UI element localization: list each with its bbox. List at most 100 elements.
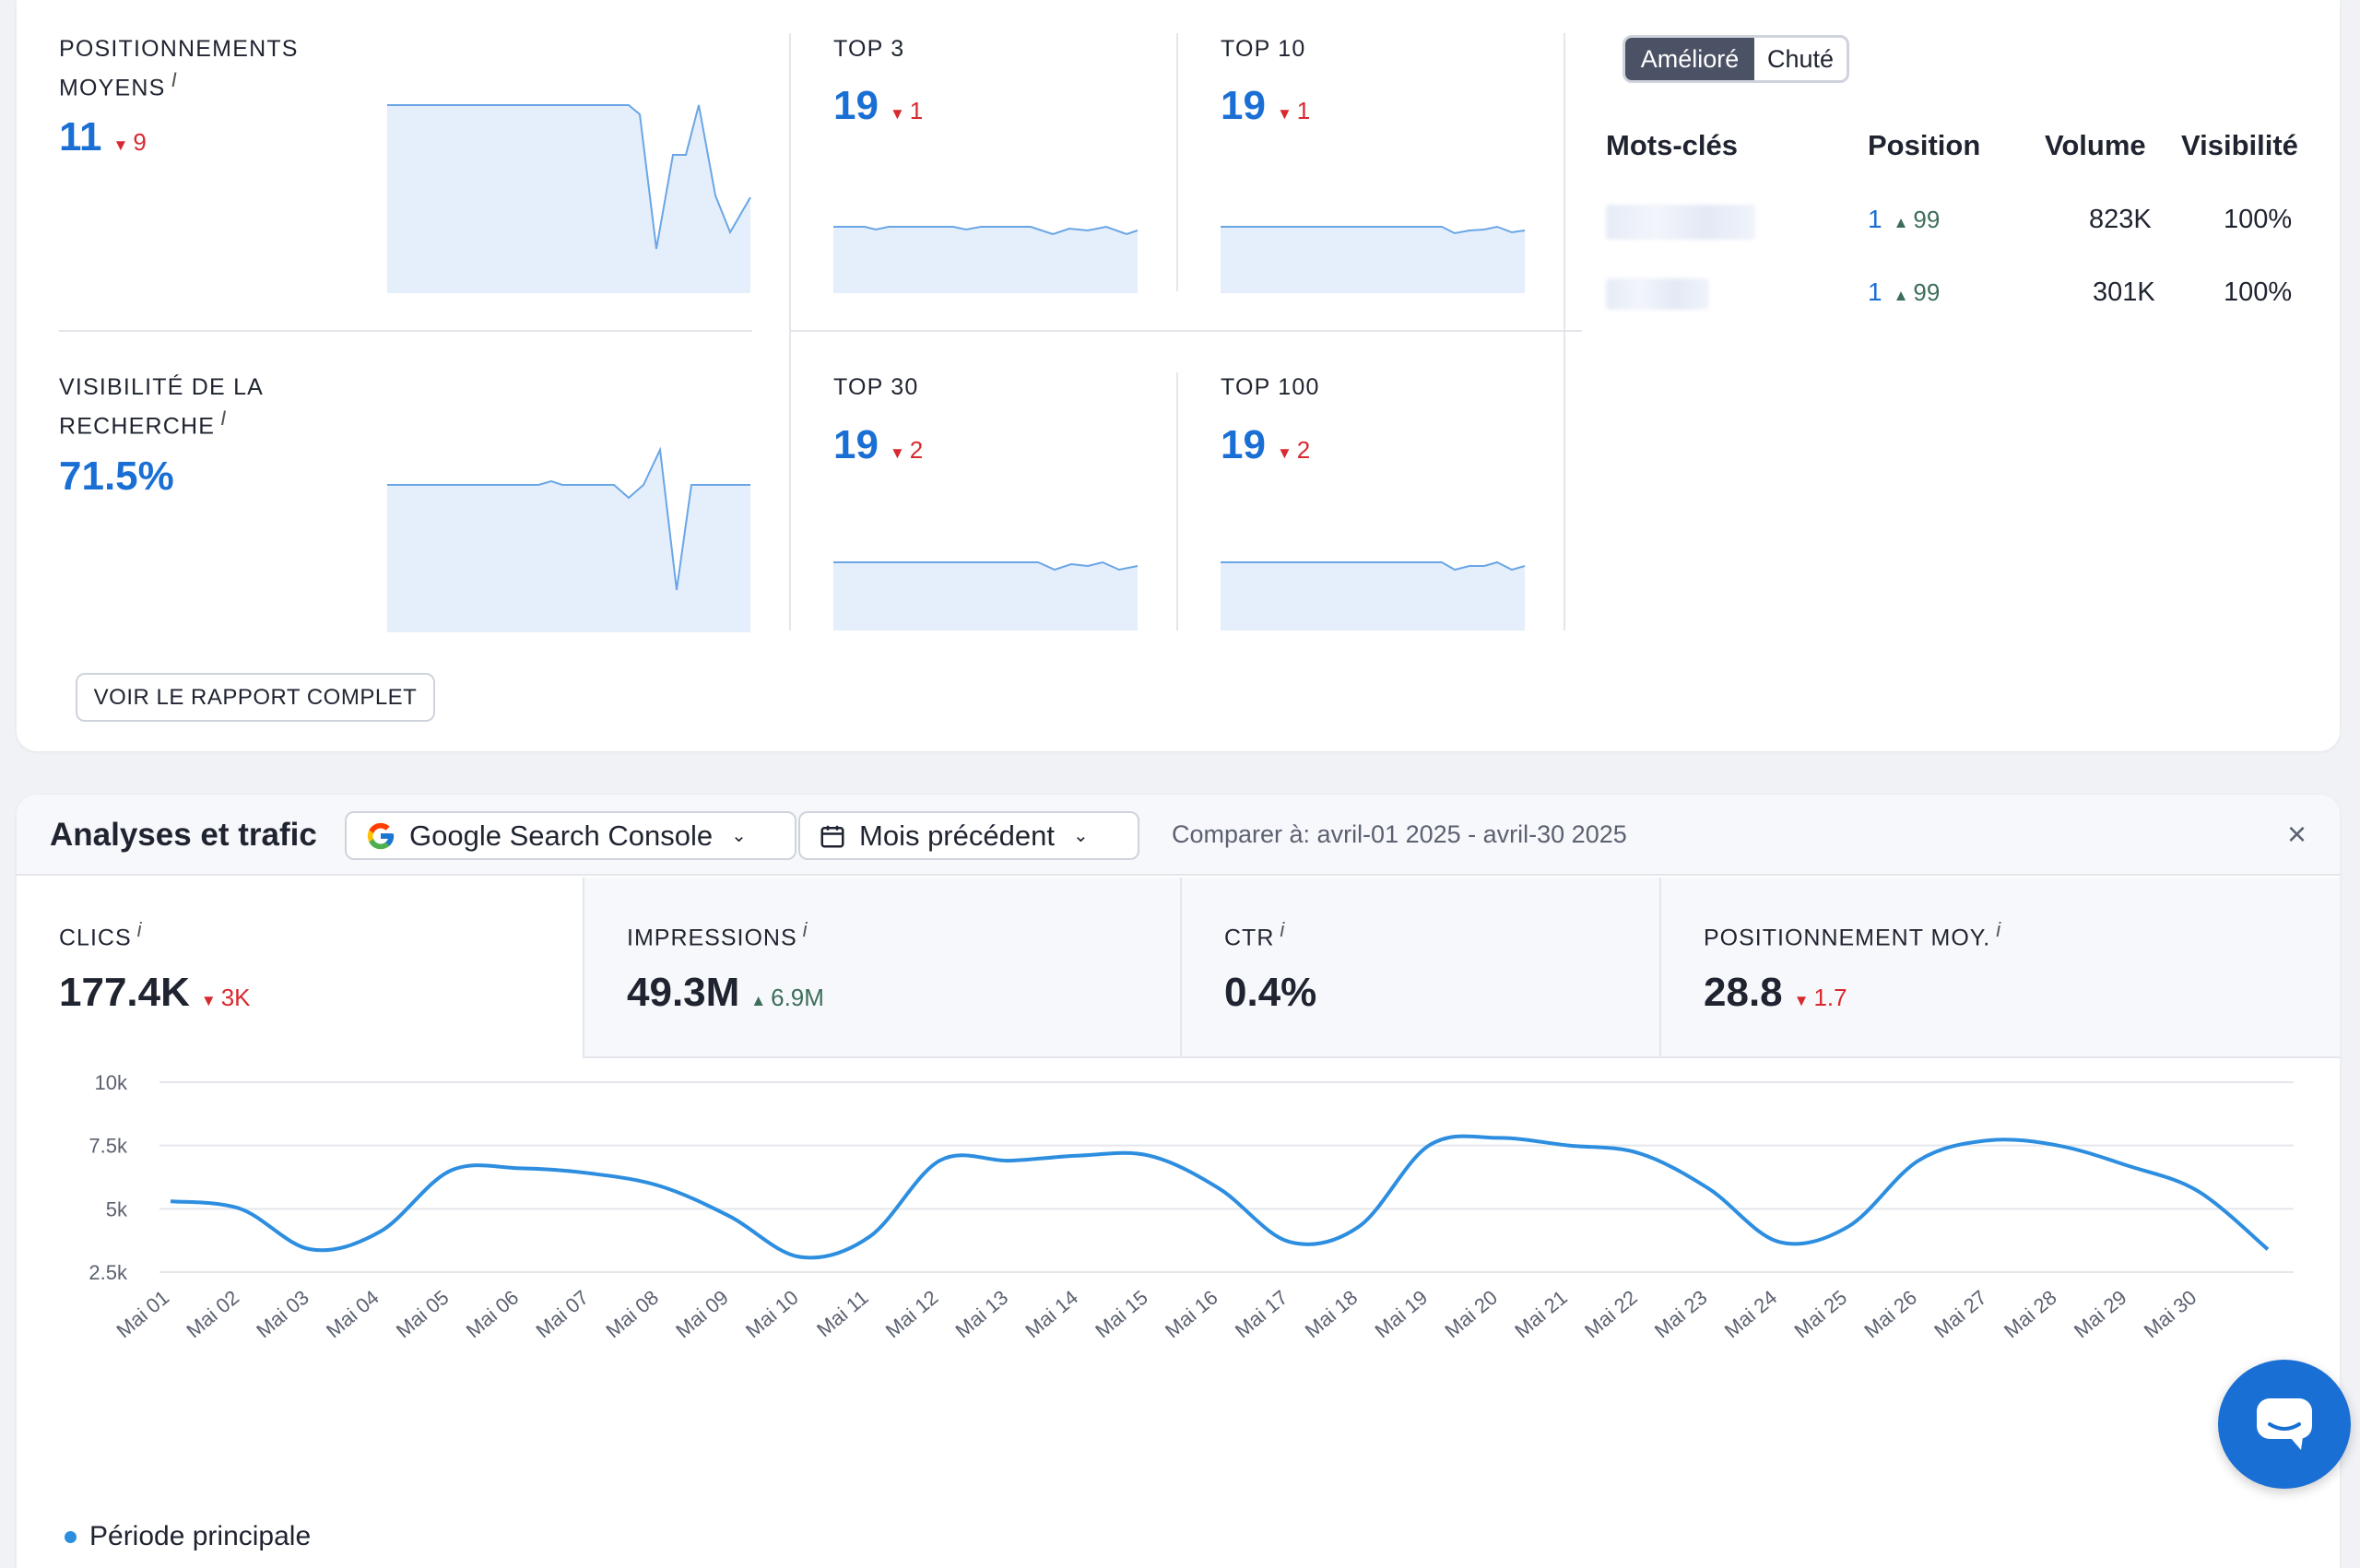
chevron-down-icon: ⌄ xyxy=(1072,826,1089,846)
x-tick-label: Mai 27 xyxy=(1929,1286,1991,1343)
traffic-card: Analyses et trafic Google Search Console… xyxy=(17,795,2340,1568)
stat-ctr[interactable]: CTR i 0.4% xyxy=(1182,878,1661,1058)
chat-button[interactable] xyxy=(2218,1360,2351,1489)
visibility-sparkline xyxy=(387,446,750,632)
top3-sparkline xyxy=(833,225,1139,293)
x-tick-label: Mai 30 xyxy=(2140,1286,2201,1343)
x-tick-label: Mai 11 xyxy=(812,1286,872,1342)
top10-value: 19 ▼ 1 xyxy=(1221,83,1311,128)
stat-clicks[interactable]: CLICS i 177.4K ▼ 3K xyxy=(17,878,584,1058)
calendar-icon xyxy=(820,825,844,847)
top10-title: TOP 10 xyxy=(1221,36,1306,62)
arrow-down-icon: ▼ xyxy=(1276,105,1292,123)
chart-legend[interactable]: Période principale xyxy=(65,1521,311,1552)
x-tick-label: Mai 13 xyxy=(951,1286,1013,1343)
legend-dot xyxy=(65,1530,77,1543)
arrow-down-icon: ▼ xyxy=(112,136,129,154)
arrow-down-icon: ▼ xyxy=(1276,444,1292,462)
y-tick-label: 10k xyxy=(95,1071,128,1094)
arrow-up-icon: ▲ xyxy=(1893,214,1909,231)
full-report-button[interactable]: VOIR LE RAPPORT COMPLET xyxy=(76,673,435,722)
source-dropdown[interactable]: Google Search Console ⌄ xyxy=(345,811,796,860)
stat-avg-position[interactable]: POSITIONNEMENT MOY. i 28.8 ▼ 1.7 xyxy=(1661,878,2340,1058)
stat-impressions[interactable]: IMPRESSIONS i 49.3M ▲ 6.9M xyxy=(584,878,1182,1058)
y-tick-label: 5k xyxy=(106,1197,128,1220)
x-tick-label: Mai 14 xyxy=(1021,1286,1082,1343)
chevron-down-icon: ⌄ xyxy=(731,826,747,846)
x-tick-label: Mai 09 xyxy=(671,1286,733,1343)
y-tick-label: 7.5k xyxy=(88,1135,128,1158)
arrow-down-icon: ▼ xyxy=(889,444,905,462)
x-tick-label: Mai 05 xyxy=(392,1286,454,1343)
x-tick-label: Mai 12 xyxy=(881,1286,943,1343)
top30-sparkline xyxy=(833,560,1139,631)
x-tick-label: Mai 21 xyxy=(1510,1286,1572,1343)
keyword-position: 1 ▲ 99 xyxy=(1868,205,1941,233)
divider xyxy=(1564,33,1565,631)
compare-text: Comparer à: avril-01 2025 - avril-30 202… xyxy=(1172,820,1627,848)
period-dropdown[interactable]: Mois précédent ⌄ xyxy=(798,811,1139,860)
rank-overview-card: POSITIONNEMENTS MOYENS i 11 ▼ 9 VISIBILITÉ … xyxy=(17,0,2340,751)
x-tick-label: Mai 25 xyxy=(1790,1286,1852,1343)
arrow-down-icon: ▼ xyxy=(1793,992,1810,1009)
x-tick-label: Mai 22 xyxy=(1580,1286,1642,1343)
divider xyxy=(59,330,752,332)
divider xyxy=(1176,372,1178,631)
avg-position-value: 11 ▼ 9 xyxy=(59,114,147,159)
arrow-down-icon: ▼ xyxy=(200,992,217,1009)
keyword-visibility: 100% xyxy=(2224,277,2293,307)
info-icon[interactable]: i xyxy=(220,407,228,430)
x-tick-label: Mai 04 xyxy=(322,1286,384,1343)
top10-sparkline xyxy=(1221,225,1526,293)
y-tick-label: 2.5k xyxy=(88,1261,128,1284)
x-tick-label: Mai 24 xyxy=(1720,1286,1782,1343)
divider xyxy=(791,330,1582,332)
improved-tab[interactable]: Amélioré xyxy=(1625,38,1754,80)
info-icon[interactable]: i xyxy=(802,918,808,941)
x-tick-label: Mai 08 xyxy=(601,1286,663,1343)
x-tick-label: Mai 10 xyxy=(741,1286,803,1343)
arrow-up-icon: ▲ xyxy=(750,992,767,1009)
x-tick-label: Mai 02 xyxy=(182,1286,243,1343)
series-line-main-period xyxy=(170,1134,2270,1260)
keyword-redacted[interactable] xyxy=(1606,278,1709,310)
x-tick-label: Mai 15 xyxy=(1091,1286,1152,1343)
avg-position-title: POSITIONNEMENTS MOYENS i xyxy=(59,36,299,101)
top3-value: 19 ▼ 1 xyxy=(833,83,924,128)
google-icon xyxy=(367,822,395,849)
top3-title: TOP 3 xyxy=(833,36,905,62)
avg-position-sparkline xyxy=(387,104,751,293)
col-header-visibility[interactable]: Visibilité xyxy=(2181,129,2298,161)
keyword-visibility: 100% xyxy=(2224,205,2293,234)
x-tick-label: Mai 06 xyxy=(462,1286,524,1343)
divider xyxy=(789,33,791,631)
x-tick-label: Mai 19 xyxy=(1371,1286,1433,1343)
close-icon[interactable]: × xyxy=(2286,815,2307,853)
dropped-tab[interactable]: Chuté xyxy=(1766,44,1835,73)
info-icon[interactable]: i xyxy=(171,68,178,91)
chat-icon xyxy=(2257,1398,2312,1450)
traffic-toolbar: Analyses et trafic Google Search Console… xyxy=(17,795,2340,876)
improved-dropped-toggle: Amélioré Chuté xyxy=(1622,35,1849,83)
avg-position-delta: ▼ 9 xyxy=(112,128,147,156)
info-icon[interactable]: i xyxy=(1280,918,1286,941)
divider xyxy=(1176,33,1178,291)
col-header-volume[interactable]: Volume xyxy=(2045,129,2146,161)
x-tick-label: Mai 26 xyxy=(1859,1286,1921,1343)
x-tick-label: Mai 28 xyxy=(2000,1286,2061,1343)
col-header-keywords[interactable]: Mots-clés xyxy=(1606,129,1738,161)
visibility-title: VISIBILITÉ DE LA RECHERCHE i xyxy=(59,374,265,440)
keyword-redacted[interactable] xyxy=(1606,205,1755,240)
info-icon[interactable]: i xyxy=(136,918,143,941)
x-tick-label: Mai 01 xyxy=(112,1286,174,1343)
top100-sparkline xyxy=(1221,560,1526,631)
traffic-title: Analyses et trafic xyxy=(50,817,317,853)
keyword-volume: 823K xyxy=(2089,205,2152,234)
top100-title: TOP 100 xyxy=(1221,374,1320,400)
keyword-volume: 301K xyxy=(2093,277,2155,307)
top30-title: TOP 30 xyxy=(833,374,919,400)
arrow-down-icon: ▼ xyxy=(889,105,905,123)
col-header-position[interactable]: Position xyxy=(1868,129,1981,161)
info-icon[interactable]: i xyxy=(1996,918,2002,941)
x-tick-label: Mai 29 xyxy=(2070,1286,2131,1343)
